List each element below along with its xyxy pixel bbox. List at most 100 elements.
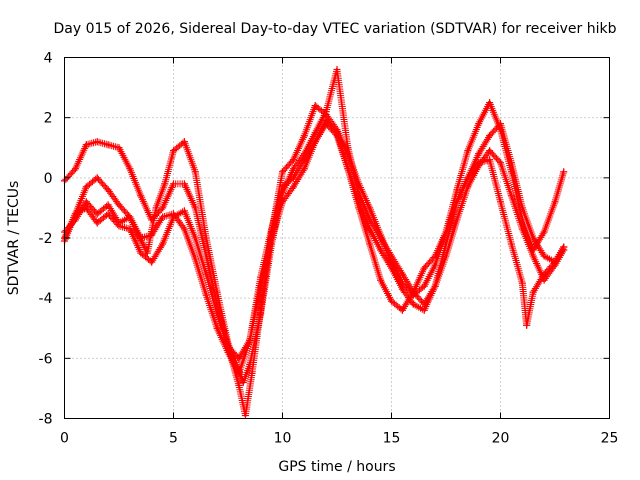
data-point xyxy=(475,150,483,158)
data-point xyxy=(486,132,494,140)
data-point xyxy=(409,300,417,308)
data-point xyxy=(560,168,568,176)
data-point xyxy=(235,381,243,389)
data-point xyxy=(366,204,374,212)
data-point xyxy=(442,228,450,236)
data-point xyxy=(82,198,90,206)
x-tick-label: 0 xyxy=(60,431,69,447)
y-tick-label: -4 xyxy=(39,291,53,307)
data-point xyxy=(170,213,177,221)
x-tick-label: 20 xyxy=(492,431,510,447)
data-point xyxy=(126,225,134,233)
data-point xyxy=(311,102,319,110)
data-point xyxy=(366,240,374,248)
data-point xyxy=(300,132,308,140)
data-point xyxy=(529,252,537,260)
data-point xyxy=(93,219,101,227)
data-point xyxy=(540,228,548,236)
data-point xyxy=(191,255,199,263)
data-point xyxy=(159,204,167,212)
data-point xyxy=(148,231,156,239)
data-point xyxy=(464,174,472,182)
data-point xyxy=(486,99,494,107)
data-point xyxy=(366,225,374,233)
data-point xyxy=(115,201,123,209)
x-tick-label: 25 xyxy=(601,431,619,447)
data-point xyxy=(180,225,188,233)
data-point xyxy=(497,159,504,167)
data-point xyxy=(104,141,112,149)
data-point xyxy=(191,204,199,212)
data-point xyxy=(420,282,428,290)
data-point xyxy=(540,252,548,260)
data-point xyxy=(137,192,145,200)
data-point xyxy=(540,270,548,278)
data-point xyxy=(148,216,156,224)
data-point xyxy=(486,156,494,164)
data-point xyxy=(104,186,112,194)
data-point xyxy=(388,297,395,305)
x-tick-label: 10 xyxy=(274,431,292,447)
y-axis-label: SDTVAR / TECUs xyxy=(6,181,22,296)
data-point xyxy=(257,282,265,290)
data-point xyxy=(148,258,156,266)
chart-title: Day 015 of 2026, Sidereal Day-to-day VTE… xyxy=(54,21,617,37)
data-point xyxy=(377,231,385,239)
data-point xyxy=(202,270,210,278)
data-point xyxy=(377,246,385,254)
data-point xyxy=(300,165,308,173)
data-point xyxy=(409,288,417,296)
data-point xyxy=(139,240,147,248)
data-point xyxy=(137,249,145,257)
data-point xyxy=(239,378,247,386)
x-axis-label: GPS time / hours xyxy=(278,459,395,475)
data-point xyxy=(523,321,531,329)
data-point xyxy=(322,117,330,125)
y-tick-label: -6 xyxy=(39,351,53,367)
data-point xyxy=(551,258,559,266)
x-tick-label: 5 xyxy=(169,431,178,447)
data-point xyxy=(475,159,483,167)
data-point xyxy=(248,369,256,377)
data-point xyxy=(279,198,286,206)
data-point xyxy=(115,144,123,152)
data-point xyxy=(235,369,243,377)
data-point xyxy=(442,252,450,260)
data-point xyxy=(507,168,515,176)
data-point xyxy=(475,120,483,128)
data-point xyxy=(268,234,276,242)
data-point xyxy=(180,207,188,215)
y-tick-label: 0 xyxy=(44,171,53,187)
data-point xyxy=(518,279,526,287)
data-point xyxy=(126,213,134,221)
x-tick-label: 15 xyxy=(383,431,401,447)
data-point xyxy=(388,264,395,272)
data-point xyxy=(246,336,254,344)
data-point xyxy=(518,225,526,233)
data-point xyxy=(235,354,243,362)
data-point xyxy=(213,309,221,317)
data-point xyxy=(71,165,79,173)
data-point xyxy=(137,234,145,242)
data-point xyxy=(560,243,568,251)
data-point xyxy=(398,285,406,293)
data-point xyxy=(398,270,406,278)
data-point xyxy=(420,306,428,314)
grid-lines xyxy=(64,57,610,419)
data-point xyxy=(82,204,90,212)
data-point xyxy=(464,147,472,155)
data-point xyxy=(344,165,352,173)
data-point xyxy=(93,210,101,218)
data-point xyxy=(152,204,160,212)
data-point xyxy=(322,111,330,119)
data-point xyxy=(289,156,297,164)
data-point xyxy=(279,168,286,176)
data-point xyxy=(431,282,439,290)
data-point xyxy=(191,234,199,242)
y-tick-label: -2 xyxy=(39,231,53,247)
data-point xyxy=(453,198,461,206)
data-point xyxy=(180,138,188,146)
data-point xyxy=(333,129,341,137)
